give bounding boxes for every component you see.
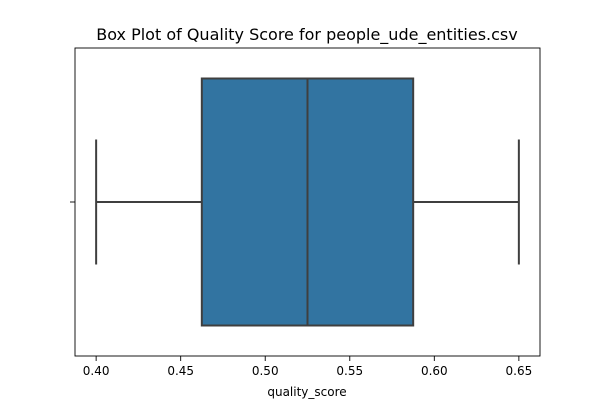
chart-title: Box Plot of Quality Score for people_ude… xyxy=(96,25,517,45)
x-tick-label: 0.40 xyxy=(83,364,110,378)
x-tick-label: 0.45 xyxy=(167,364,194,378)
x-tick-label: 0.65 xyxy=(506,364,533,378)
x-axis-label: quality_score xyxy=(267,385,346,399)
x-tick-label: 0.50 xyxy=(252,364,279,378)
x-tick-label: 0.60 xyxy=(421,364,448,378)
x-tick-label: 0.55 xyxy=(336,364,363,378)
